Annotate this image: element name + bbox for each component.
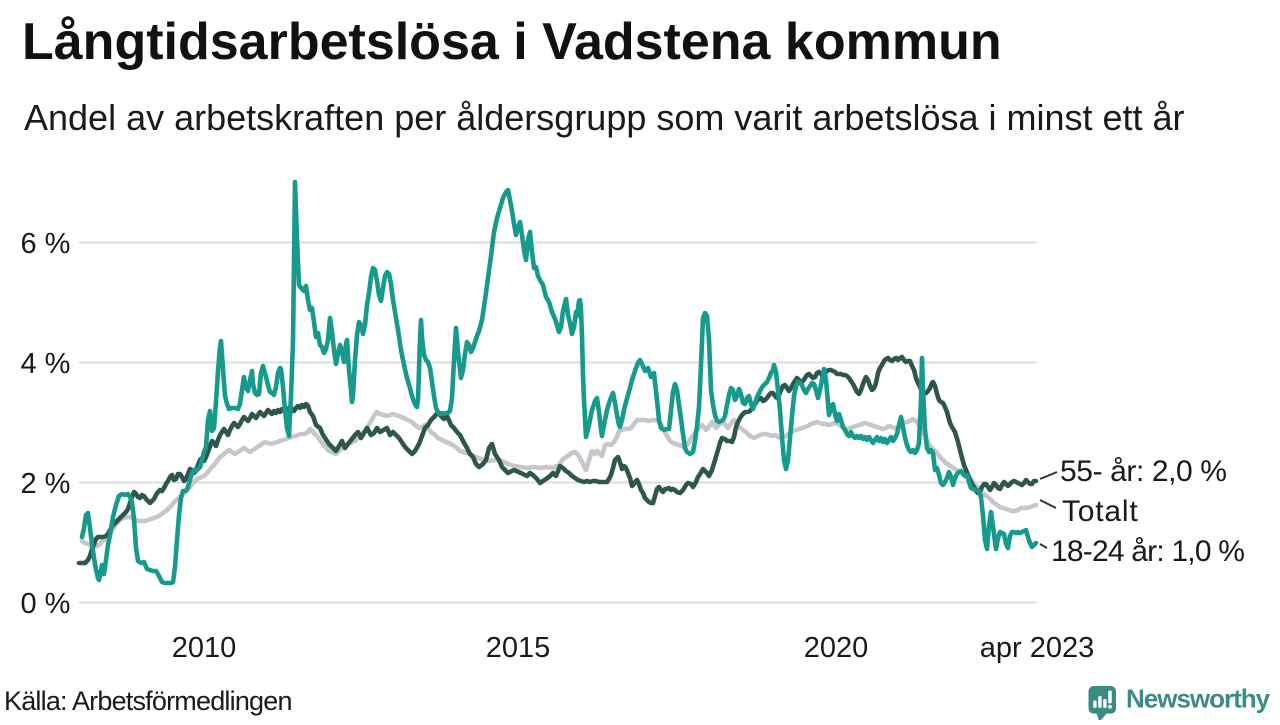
svg-text:2 %: 2 %	[21, 468, 71, 500]
svg-text:2010: 2010	[172, 632, 237, 664]
svg-text:Newsworthy: Newsworthy	[1126, 684, 1271, 714]
svg-text:4 %: 4 %	[21, 348, 71, 380]
svg-text:Långtidsarbetslösa i Vadstena: Långtidsarbetslösa i Vadstena kommun	[22, 13, 1002, 71]
svg-text:0 %: 0 %	[21, 588, 71, 620]
svg-text:55- år: 2,0 %: 55- år: 2,0 %	[1060, 455, 1227, 488]
svg-text:2015: 2015	[486, 632, 551, 664]
svg-text:Källa: Arbetsförmedlingen: Källa: Arbetsförmedlingen	[4, 686, 292, 716]
svg-text:6 %: 6 %	[21, 228, 71, 260]
svg-text:Andel av arbetskraften per åld: Andel av arbetskraften per åldersgrupp s…	[24, 97, 1185, 138]
svg-text:apr 2023: apr 2023	[980, 632, 1095, 664]
svg-text:Totalt: Totalt	[1062, 495, 1139, 528]
svg-text:18-24 år: 1,0 %: 18-24 år: 1,0 %	[1051, 535, 1244, 568]
svg-text:2020: 2020	[804, 632, 869, 664]
